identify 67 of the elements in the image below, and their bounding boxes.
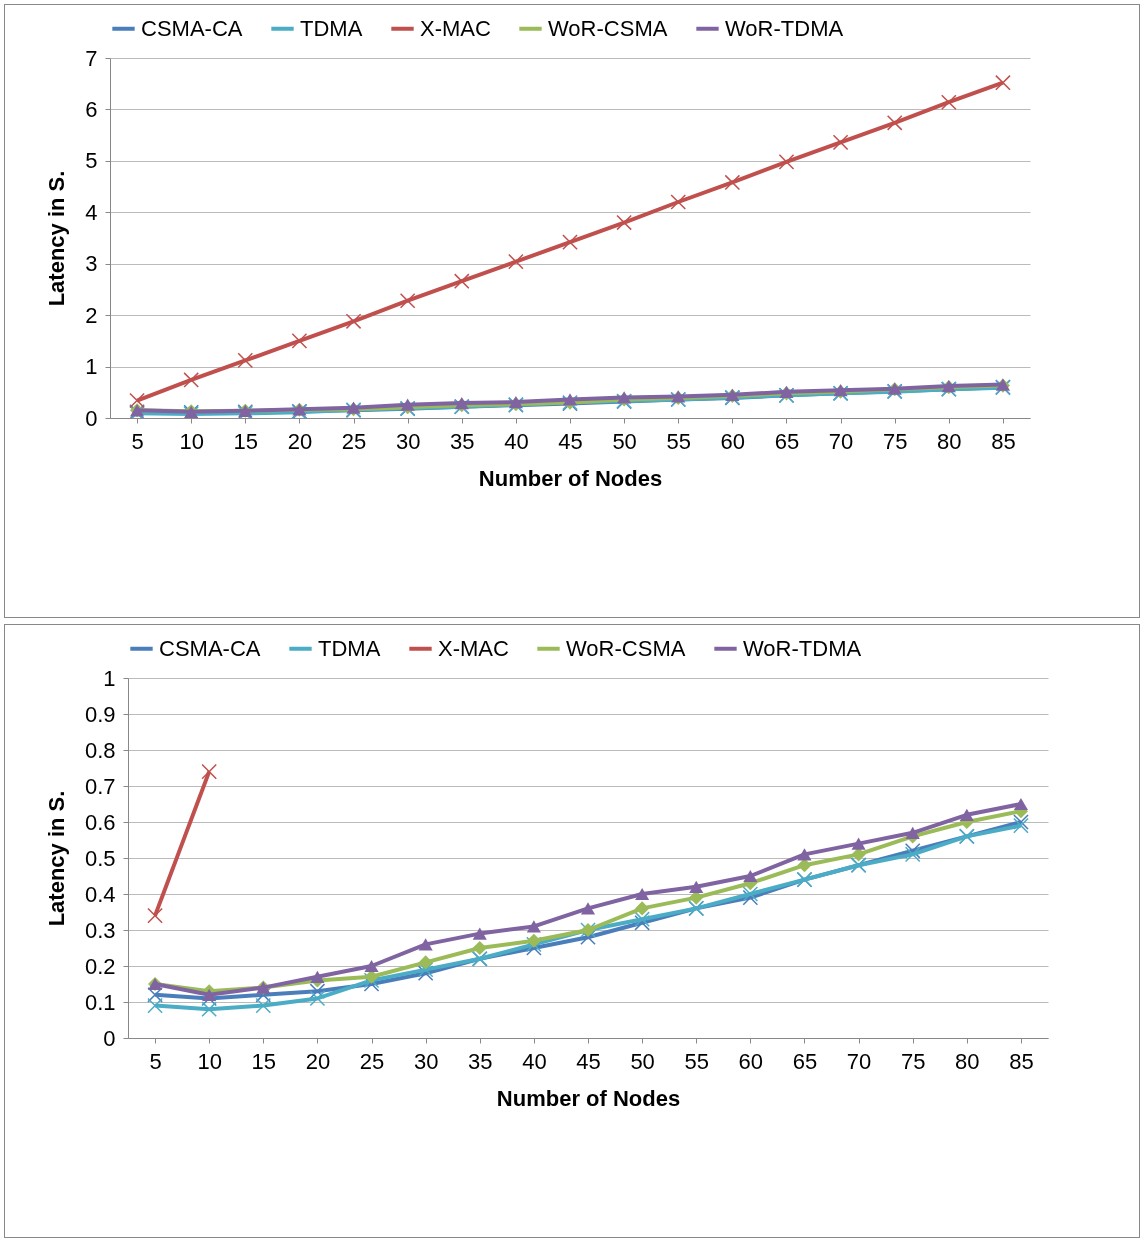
x-tick-label: 65 [792, 1048, 818, 1074]
legend-label: X-MAC [438, 635, 509, 661]
y-tick-label: 0.7 [84, 773, 116, 799]
x-tick-label: 65 [774, 428, 800, 454]
x-axis-title: Number of Nodes [496, 1085, 681, 1111]
x-tick-label: 5 [149, 1048, 162, 1074]
x-tick-label: 45 [576, 1048, 601, 1074]
y-tick-label: 0 [85, 405, 98, 431]
x-tick-label: 20 [287, 428, 313, 454]
y-tick-label: 0.5 [84, 845, 116, 871]
legend-label: CSMA-CA [141, 15, 243, 41]
y-tick-label: 2 [85, 302, 98, 328]
legend-label: WoR-TDMA [743, 635, 862, 661]
y-tick-label: 0 [103, 1025, 116, 1051]
x-tick-label: 25 [341, 428, 367, 454]
legend-label: TDMA [300, 15, 363, 41]
x-tick-label: 5 [131, 428, 144, 454]
x-tick-label: 15 [251, 1048, 277, 1074]
x-tick-label: 85 [991, 428, 1016, 454]
x-tick-label: 70 [828, 428, 854, 454]
y-tick-label: 5 [85, 148, 98, 174]
x-tick-label: 30 [395, 428, 421, 454]
y-tick-label: 6 [85, 96, 98, 122]
x-tick-label: 40 [522, 1048, 547, 1074]
x-tick-label: 60 [738, 1048, 764, 1074]
y-tick-label: 0.1 [84, 989, 116, 1015]
x-tick-label: 85 [1009, 1048, 1034, 1074]
x-tick-label: 25 [359, 1048, 385, 1074]
x-tick-label: 50 [612, 428, 637, 454]
x-tick-label: 40 [504, 428, 529, 454]
x-tick-label: 55 [666, 428, 691, 454]
y-tick-label: 0.6 [84, 809, 116, 835]
x-tick-label: 75 [882, 428, 908, 454]
y-tick-label: 0.2 [84, 953, 116, 979]
x-tick-label: 80 [955, 1048, 980, 1074]
x-tick-label: 10 [179, 428, 204, 454]
x-tick-label: 70 [846, 1048, 872, 1074]
y-tick-label: 4 [85, 199, 98, 225]
legend-label: WoR-CSMA [548, 15, 668, 41]
y-tick-label: 0.8 [84, 737, 116, 763]
x-tick-label: 30 [413, 1048, 439, 1074]
x-tick-label: 45 [558, 428, 583, 454]
y-tick-label: 0.3 [84, 917, 116, 943]
x-tick-label: 55 [684, 1048, 709, 1074]
x-tick-label: 35 [450, 428, 475, 454]
x-tick-label: 15 [233, 428, 259, 454]
x-tick-label: 75 [900, 1048, 926, 1074]
y-tick-label: 0.4 [84, 881, 116, 907]
y-axis-title: Latency in S. [44, 170, 70, 307]
legend-label: WoR-TDMA [725, 15, 844, 41]
y-tick-label: 1 [85, 354, 98, 380]
x-tick-label: 50 [630, 1048, 655, 1074]
x-tick-label: 10 [197, 1048, 222, 1074]
legend-label: WoR-CSMA [566, 635, 686, 661]
y-tick-label: 1 [103, 665, 116, 691]
y-tick-label: 7 [85, 45, 98, 71]
y-axis-title: Latency in S. [43, 790, 69, 927]
legend-label: X-MAC [420, 15, 491, 41]
x-tick-label: 35 [468, 1048, 493, 1074]
y-tick-label: 0.9 [84, 701, 116, 727]
legend-label: TDMA [318, 635, 381, 661]
x-tick-label: 60 [720, 428, 746, 454]
legend-label: CSMA-CA [159, 635, 261, 661]
x-tick-label: 80 [937, 428, 962, 454]
y-tick-label: 3 [85, 251, 98, 277]
x-axis-title: Number of Nodes [478, 465, 663, 491]
x-tick-label: 20 [305, 1048, 331, 1074]
